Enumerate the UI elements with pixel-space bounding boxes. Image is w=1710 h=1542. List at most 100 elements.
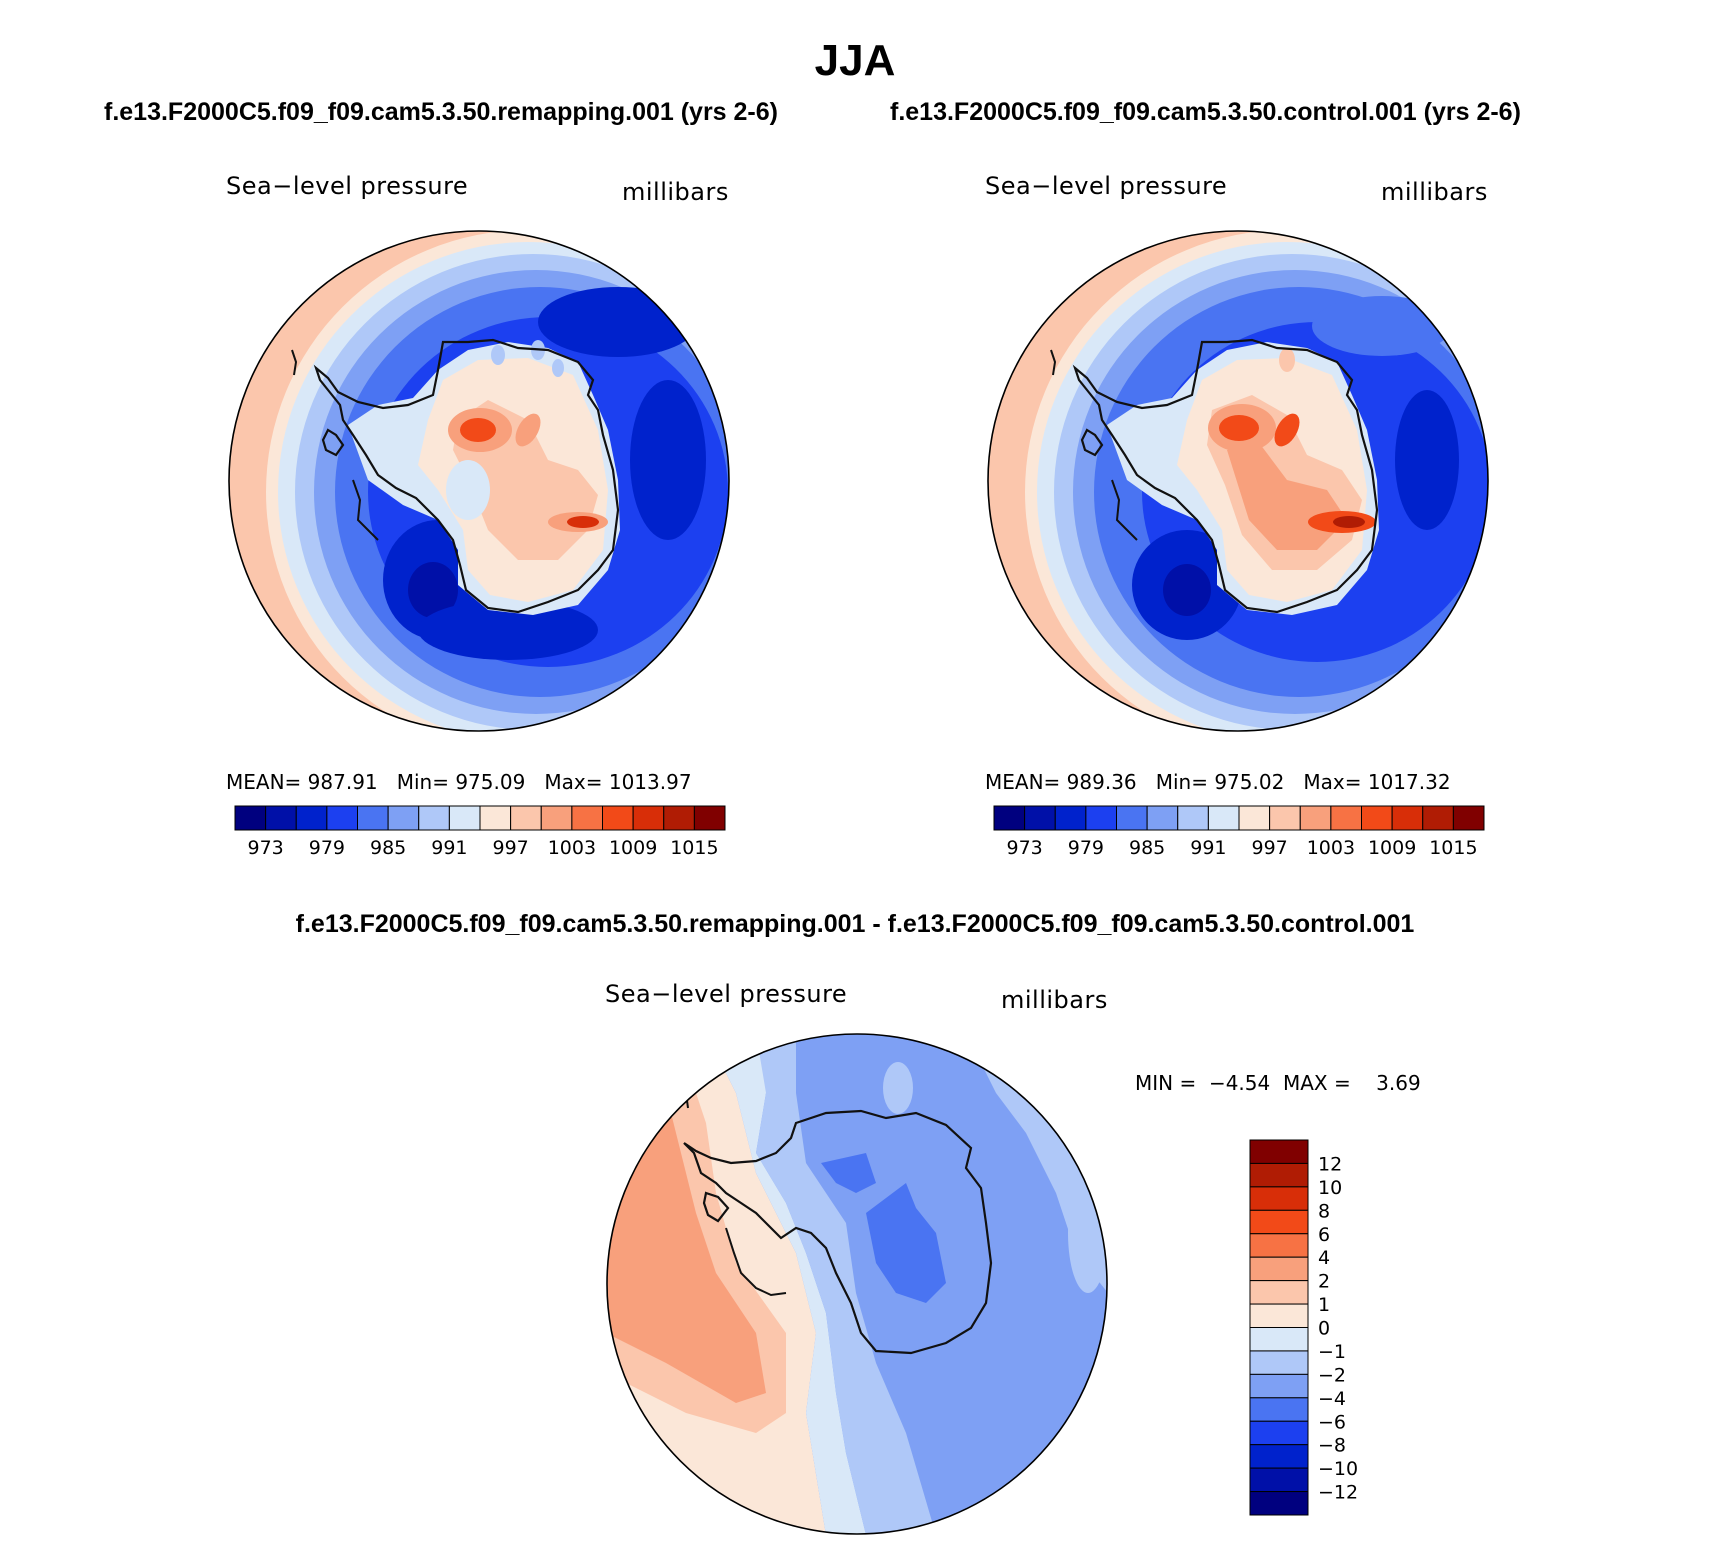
test-max-label: Max= <box>544 770 603 794</box>
difference-colorbar-tick-label: −6 <box>1318 1411 1346 1433</box>
control-colorbar-swatch <box>1299 805 1332 831</box>
test-case-title: f.e13.F2000C5.f09_f09.cam5.3.50.remappin… <box>104 98 778 126</box>
difference-colorbar-swatch <box>1249 1397 1309 1422</box>
diff-min-label: MIN = <box>1135 1071 1197 1095</box>
control-colorbar-swatch <box>1054 805 1087 831</box>
difference-colorbar-swatch <box>1249 1491 1309 1516</box>
test-colorbar-swatch <box>693 805 726 831</box>
difference-colorbar-swatch <box>1249 1139 1309 1164</box>
test-mean-value: 987.91 <box>307 770 378 794</box>
test-colorbar-tick-label: 1003 <box>548 837 596 859</box>
control-min-label: Min= <box>1155 770 1208 794</box>
test-colorbar-swatch <box>602 805 634 831</box>
control-colorbar-swatch <box>1085 805 1117 831</box>
test-colorbar-swatch <box>295 805 328 831</box>
test-min-label: Min= <box>396 770 449 794</box>
control-stats: MEAN= 989.36 Min= 975.02 Max= 1017.32 <box>985 770 1451 794</box>
test-colorbar-swatch <box>571 805 603 831</box>
control-colorbar-swatch <box>1452 805 1485 831</box>
control-colorbar-swatch <box>1238 805 1271 831</box>
test-colorbar-swatch <box>510 805 542 831</box>
control-colorbar-tick-label: 985 <box>1129 837 1165 859</box>
test-colorbar-swatch <box>326 805 358 831</box>
difference-colorbar-swatch <box>1249 1162 1309 1188</box>
control-colorbar-tick-label: 991 <box>1190 837 1226 859</box>
test-colorbar-tick-label: 991 <box>431 837 467 859</box>
test-colorbar-tick-label: 1009 <box>609 837 657 859</box>
difference-colorbar-tick-label: 12 <box>1318 1153 1342 1175</box>
difference-colorbar-tick-label: 8 <box>1318 1200 1330 1222</box>
difference-colorbar-swatch <box>1249 1327 1309 1352</box>
test-colorbar-swatch <box>234 805 267 831</box>
test-colorbar-tick-label: 1015 <box>670 837 718 859</box>
difference-colorbar-tick-label: −1 <box>1318 1341 1346 1363</box>
difference-colorbar-swatch <box>1249 1186 1309 1211</box>
difference-title: f.e13.F2000C5.f09_f09.cam5.3.50.remappin… <box>295 910 1415 938</box>
control-colorbar-tick-label: 979 <box>1068 837 1104 859</box>
difference-colorbar-tick-label: 10 <box>1318 1177 1342 1199</box>
test-min-value: 975.09 <box>455 770 526 794</box>
test-colorbar-tick-label: 985 <box>370 837 406 859</box>
test-stats: MEAN= 987.91 Min= 975.09 Max= 1013.97 <box>226 770 692 794</box>
control-colorbar-swatch <box>1269 805 1301 831</box>
difference-colorbar-swatch <box>1249 1209 1309 1235</box>
diff-max-value: 3.69 <box>1376 1071 1421 1095</box>
diff-min-value: −4.54 <box>1208 1071 1271 1095</box>
control-colorbar-swatch <box>1330 805 1362 831</box>
control-slp-map <box>987 230 1489 732</box>
test-colorbar-swatch <box>479 805 512 831</box>
control-max-value: 1017.32 <box>1367 770 1451 794</box>
control-colorbar-tick-label: 1003 <box>1307 837 1355 859</box>
control-mean-value: 989.36 <box>1066 770 1137 794</box>
difference-colorbar-swatch <box>1249 1420 1309 1446</box>
control-units-label: millibars <box>1381 178 1488 206</box>
test-colorbar-swatch <box>663 805 695 831</box>
control-colorbar-swatch <box>1361 805 1393 831</box>
test-colorbar-swatch <box>540 805 573 831</box>
test-colorbar-tick-label: 973 <box>247 837 283 859</box>
control-colorbar-swatch <box>1146 805 1179 831</box>
difference-colorbar-tick-label: 4 <box>1318 1247 1330 1269</box>
difference-colorbar-tick-label: 1 <box>1318 1294 1330 1316</box>
control-variable-label: Sea−level pressure <box>985 172 1228 200</box>
control-colorbar-tick-label: 973 <box>1006 837 1042 859</box>
control-colorbar-swatch <box>1422 805 1454 831</box>
test-colorbar-swatch <box>632 805 665 831</box>
difference-colorbar-tick-label: −8 <box>1318 1435 1346 1457</box>
test-colorbar-swatch <box>265 805 297 831</box>
control-mean-label: MEAN= <box>985 770 1061 794</box>
difference-colorbar-swatch <box>1249 1280 1309 1305</box>
test-colorbar-tick-label: 997 <box>492 837 528 859</box>
control-colorbar-tick-label: 997 <box>1251 837 1287 859</box>
test-colorbar-swatch <box>357 805 389 831</box>
test-colorbar-tick-label: 979 <box>309 837 345 859</box>
test-slp-map <box>228 230 730 732</box>
control-case-title: f.e13.F2000C5.f09_f09.cam5.3.50.control.… <box>890 98 1521 126</box>
control-colorbar-swatch <box>1177 805 1209 831</box>
difference-colorbar-swatch <box>1249 1233 1309 1258</box>
diff-stats: MIN = −4.54 MAX = 3.69 <box>1135 1071 1421 1095</box>
difference-colorbar-tick-label: −2 <box>1318 1364 1346 1386</box>
control-colorbar-swatch <box>1207 805 1240 831</box>
difference-colorbar-swatch <box>1249 1467 1309 1493</box>
difference-colorbar-tick-label: −12 <box>1318 1482 1358 1504</box>
difference-colorbar-swatch <box>1249 1373 1309 1399</box>
control-colorbar-tick-label: 1015 <box>1429 837 1477 859</box>
control-colorbar-swatch <box>1024 805 1056 831</box>
test-colorbar-swatch <box>418 805 450 831</box>
diff-units-label: millibars <box>1001 986 1108 1014</box>
test-variable-label: Sea−level pressure <box>226 172 469 200</box>
test-units-label: millibars <box>622 178 729 206</box>
difference-colorbar-swatch <box>1249 1303 1309 1328</box>
test-mean-label: MEAN= <box>226 770 302 794</box>
difference-colorbar-tick-label: −4 <box>1318 1388 1346 1410</box>
control-colorbar: 973 979 985 991 997 1003 1009 1015 <box>993 805 1485 859</box>
difference-colorbar-tick-label: 2 <box>1318 1271 1330 1293</box>
control-colorbar-swatch <box>1116 805 1148 831</box>
control-max-label: Max= <box>1303 770 1362 794</box>
difference-colorbar-tick-label: −10 <box>1318 1458 1358 1480</box>
figure-title: JJA <box>814 36 896 85</box>
difference-slp-map <box>606 1033 1108 1535</box>
difference-colorbar-swatch <box>1249 1256 1309 1282</box>
